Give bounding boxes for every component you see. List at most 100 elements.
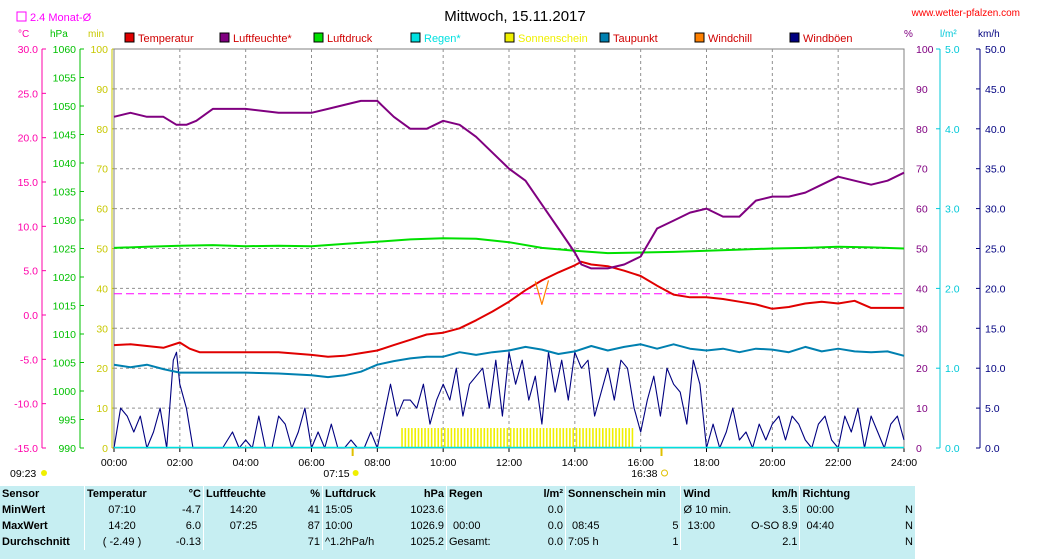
pct-tick-2: 80 [916, 124, 928, 136]
summary-table: Sensor Temperatur °C Luftfeuchte % Luftd… [0, 486, 915, 559]
sun-avg: 1 [672, 536, 679, 548]
sun-max: 5 [672, 520, 679, 532]
press-avg: 1025.2 [410, 536, 444, 548]
sunshine-icon [41, 470, 47, 476]
legend-swatch-0 [124, 32, 135, 43]
x-tick-3: 06:00 [298, 457, 324, 469]
temp-tick-5: 5.0 [23, 266, 38, 278]
sunset-label: 16:38 [631, 468, 657, 480]
legend-label-3: Regen* [424, 33, 461, 45]
series-taupunkt [113, 343, 905, 379]
min-tick-2: 80 [96, 124, 108, 136]
temp-tick-6: 0.0 [23, 310, 38, 322]
hpa-tick-11: 1005 [53, 358, 77, 370]
x-tick-4: 08:00 [364, 457, 390, 469]
hdr-lm2: l/m² [543, 488, 563, 500]
unit-lm2: l/m² [940, 29, 957, 40]
unit-hpa: hPa [50, 29, 68, 40]
hpa-tick-5: 1035 [53, 187, 77, 199]
chart-markers: 07:15 16:38 09:23 [10, 448, 669, 480]
min-tick-10: 0 [102, 443, 108, 455]
rain-max-time: 00:00 [446, 518, 521, 534]
dir-max-time: 04:40 [799, 518, 887, 534]
legend-swatch-5 [599, 32, 610, 43]
chart-legend: Temperatur Luftfeuchte* Luftdruck Regen* Son… [124, 32, 853, 45]
legend-swatch-4 [504, 32, 515, 43]
pct-tick-7: 30 [916, 323, 928, 335]
lm2-tick-4: 1.0 [945, 363, 960, 375]
unit-pct: % [904, 29, 913, 40]
hpa-tick-2: 1050 [53, 101, 77, 113]
lm2-tick-2: 3.0 [945, 204, 960, 216]
kmh-tick-1: 45.0 [985, 84, 1006, 96]
sunrise-icon [352, 470, 359, 476]
hdr-sonnenschein: Sonnenschein min [564, 486, 681, 502]
min-tick-8: 20 [96, 363, 108, 375]
hdr-sensor: Sensor [2, 488, 40, 500]
hum-min: 41 [307, 504, 320, 516]
avg-legend-label: 2.4 Monat-Ø [30, 12, 92, 24]
sun-max-time: 08:45 [564, 518, 655, 534]
pct-tick-4: 60 [916, 204, 928, 216]
temp-min: -4.7 [182, 504, 201, 516]
series-luftdruck [113, 237, 905, 255]
hum-max: 87 [307, 520, 320, 532]
temp-tick-0: 30.0 [18, 44, 39, 56]
press-min-time: 15:05 [322, 502, 397, 518]
pct-tick-8: 20 [916, 363, 928, 375]
press-max-time: 10:00 [322, 518, 397, 534]
hdr-hpa: hPa [423, 488, 444, 500]
kmh-tick-9: 5.0 [985, 403, 1000, 415]
kmh-tick-0: 50.0 [985, 44, 1006, 56]
temp-tick-2: 20.0 [18, 133, 39, 145]
legend-swatch-6 [694, 32, 705, 43]
x-tick-1: 02:00 [167, 457, 193, 469]
kmh-tick-10: 0.0 [985, 443, 1000, 455]
x-tick-2: 04:00 [233, 457, 259, 469]
min-tick-3: 70 [96, 164, 108, 176]
pct-tick-0: 100 [916, 44, 934, 56]
hpa-tick-1: 1055 [53, 73, 77, 85]
hdr-richtung: Richtung [799, 486, 915, 502]
rain-total: 0.0 [547, 536, 563, 548]
sunrise-label: 07:15 [323, 468, 349, 480]
lm2-tick-1: 4.0 [945, 124, 960, 136]
hum-min-time: 14:20 [203, 502, 283, 518]
hdr-wind: Wind [680, 486, 746, 502]
pct-tick-3: 70 [916, 164, 928, 176]
legend-swatch-7 [789, 32, 800, 43]
website-link[interactable]: www.wetter-pfalzen.com [911, 8, 1020, 19]
lm2-tick-0: 5.0 [945, 44, 960, 56]
hdr-degc: °C [188, 488, 201, 500]
min-tick-5: 50 [96, 244, 108, 256]
hpa-tick-8: 1020 [53, 272, 77, 284]
temp-tick-1: 25.0 [18, 88, 39, 100]
temp-tick-3: 15.0 [18, 177, 39, 189]
x-tick-11: 22:00 [825, 457, 851, 469]
sunshine-bars [401, 428, 634, 448]
unit-min: min [88, 29, 104, 40]
row-min-label: MinWert [2, 504, 46, 516]
hpa-tick-7: 1025 [53, 244, 77, 256]
legend-label-5: Taupunkt [613, 33, 658, 45]
legend-swatch-2 [313, 32, 324, 43]
pct-tick-1: 90 [916, 84, 928, 96]
hpa-tick-9: 1015 [53, 301, 77, 313]
hpa-tick-10: 1010 [53, 329, 77, 341]
series-windchill [534, 280, 550, 305]
x-tick-10: 20:00 [759, 457, 785, 469]
lm2-tick-5: 0.0 [945, 443, 960, 455]
press-trend: ^1.2hPa/h [322, 534, 397, 550]
temp-avg-note: ( -2.49 ) [84, 534, 159, 550]
temp-tick-9: -15.0 [14, 443, 38, 455]
hpa-tick-14: 990 [58, 443, 76, 455]
hpa-tick-12: 1000 [53, 386, 77, 398]
x-tick-6: 12:00 [496, 457, 522, 469]
min-tick-4: 60 [96, 204, 108, 216]
hpa-tick-6: 1030 [53, 215, 77, 227]
rain-max: 0.0 [547, 520, 563, 532]
x-tick-5: 10:00 [430, 457, 456, 469]
kmh-tick-6: 20.0 [985, 283, 1006, 295]
dir-avg: N [905, 536, 913, 548]
pct-tick-6: 40 [916, 283, 928, 295]
